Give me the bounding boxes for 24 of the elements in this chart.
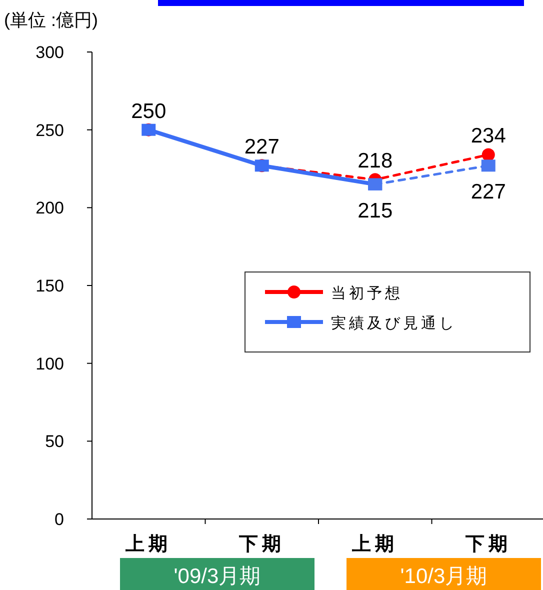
text: '09/3月期 [174, 565, 261, 588]
y-tick-label: 0 [54, 510, 64, 529]
data-label: 218 [358, 150, 393, 173]
x-tick-label: 上期 [124, 533, 172, 555]
text: '10/3月期 [400, 565, 488, 588]
y-tick-label: 100 [36, 354, 64, 374]
point [482, 148, 495, 162]
legend-label: 実績及び見通し [331, 315, 457, 332]
y-tick-label: 50 [45, 432, 64, 452]
x-tick-label: 下期 [238, 534, 285, 555]
legend-label: 当初予想 [331, 285, 403, 302]
data-label: 215 [358, 199, 393, 222]
data-label: 234 [470, 124, 506, 148]
x-tick-label: 下期 [464, 534, 512, 555]
data-label: 227 [470, 180, 506, 204]
y-tick-label: 150 [36, 276, 64, 296]
point [481, 160, 496, 172]
x-tick-label: 上期 [351, 533, 398, 555]
y-tick-label: 250 [36, 120, 64, 140]
data-label: 227 [244, 136, 280, 159]
data-label: 250 [131, 100, 166, 123]
y-tick-label: 300 [36, 43, 64, 62]
y-axis-title: (単位 :億円) [4, 10, 98, 30]
y-tick-label: 200 [36, 198, 64, 218]
